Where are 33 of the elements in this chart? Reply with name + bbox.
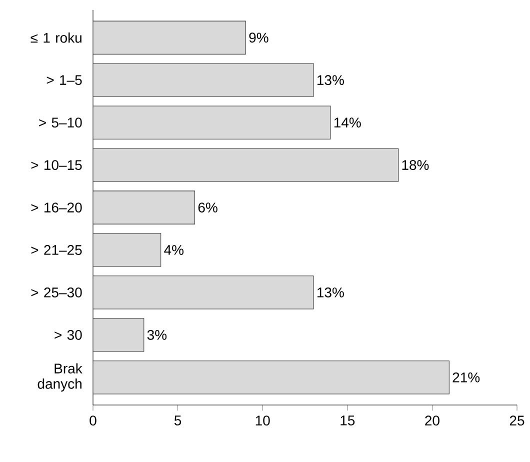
bar bbox=[93, 276, 314, 310]
x-tick-label: 5 bbox=[174, 416, 182, 426]
x-tick-label: 10 bbox=[256, 416, 270, 426]
data-label: 4% bbox=[164, 245, 184, 255]
bar bbox=[93, 63, 314, 97]
data-label: 18% bbox=[402, 160, 429, 170]
y-tick-label: > 1–5 bbox=[46, 75, 82, 85]
data-label: 6% bbox=[198, 202, 218, 212]
x-tick-label: 20 bbox=[425, 416, 440, 426]
bar bbox=[93, 360, 450, 394]
y-tick-label: > 21–25 bbox=[31, 245, 82, 255]
y-tick-label: > 25–30 bbox=[31, 288, 82, 298]
y-tick-label: Brak danych bbox=[38, 363, 82, 392]
x-tick-label: 0 bbox=[90, 416, 96, 426]
bar bbox=[93, 148, 399, 182]
y-tick-label: > 10–15 bbox=[31, 160, 82, 170]
y-tick-label: ≤ 1 roku bbox=[30, 32, 82, 43]
data-label: 9% bbox=[249, 32, 268, 43]
bar bbox=[93, 318, 144, 352]
bar bbox=[93, 190, 196, 224]
x-tick-label: 25 bbox=[510, 416, 524, 426]
bar bbox=[93, 20, 246, 54]
data-label: 21% bbox=[452, 372, 480, 382]
data-label: 13% bbox=[317, 75, 344, 86]
data-label: 3% bbox=[147, 330, 167, 340]
bar bbox=[93, 233, 162, 267]
data-label: 14% bbox=[334, 118, 361, 128]
y-tick-label: > 16–20 bbox=[31, 202, 82, 212]
data-label: 13% bbox=[317, 288, 344, 298]
bar bbox=[93, 106, 331, 140]
y-tick-label: > 5–10 bbox=[39, 118, 82, 128]
y-tick-label: > 30 bbox=[54, 330, 82, 340]
x-tick-label: 15 bbox=[340, 416, 355, 426]
